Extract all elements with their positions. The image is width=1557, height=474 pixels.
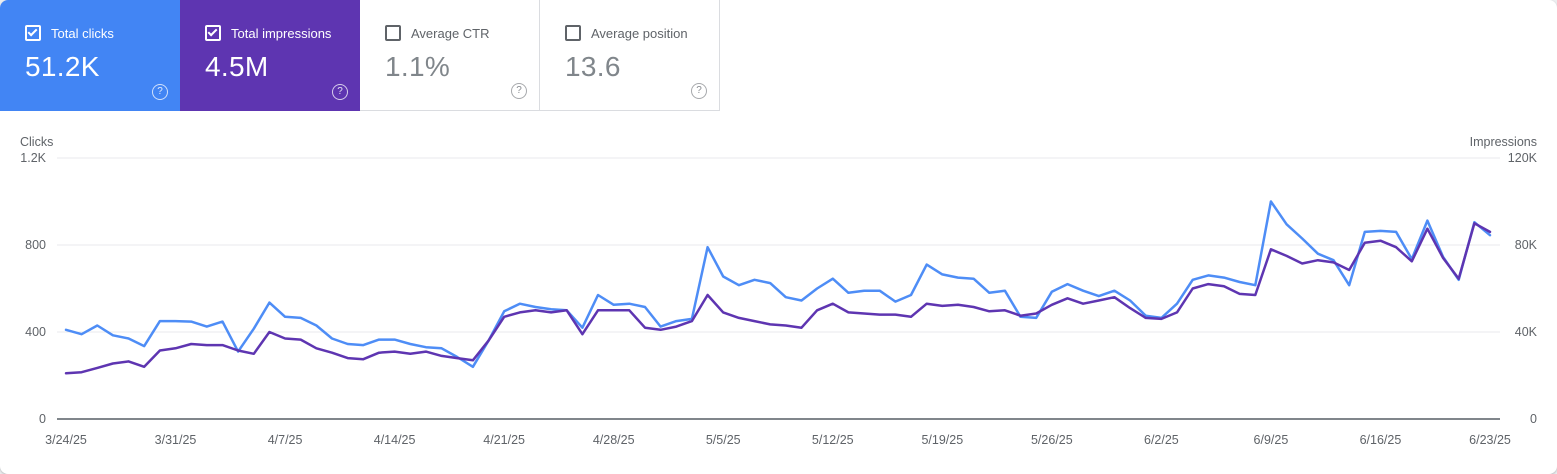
x-axis-date-label: 5/12/25 bbox=[812, 433, 854, 447]
x-axis-date-label: 4/28/25 bbox=[593, 433, 635, 447]
performance-chart-svg: Clicks Impressions 0 0 400 40K 800 80K 1.2K 120K 3… bbox=[20, 135, 1538, 447]
x-axis-date-label: 5/19/25 bbox=[921, 433, 963, 447]
help-icon[interactable]: ? bbox=[691, 83, 707, 99]
impressions-line bbox=[64, 222, 1492, 375]
chart-area[interactable]: Clicks Impressions 0 0 400 40K 800 80K 1.2K 120K 3… bbox=[0, 111, 1557, 474]
average-ctr-value: 1.1% bbox=[385, 51, 451, 82]
right-axis-tick: 80K bbox=[1515, 238, 1538, 252]
left-axis-tick: 400 bbox=[25, 325, 46, 339]
total-clicks-checkbox[interactable] bbox=[25, 25, 41, 41]
x-axis-date-label: 6/16/25 bbox=[1360, 433, 1402, 447]
average-position-checkbox[interactable] bbox=[565, 25, 581, 41]
left-axis-tick: 0 bbox=[39, 412, 46, 426]
total-impressions-card[interactable]: Total impressions 4.5M ? bbox=[180, 0, 360, 111]
x-axis-date-label: 6/23/25 bbox=[1469, 433, 1511, 447]
average-ctr-card[interactable]: Average CTR 1.1% ? bbox=[360, 0, 540, 111]
right-axis-tick: 40K bbox=[1515, 325, 1538, 339]
average-ctr-label: Average CTR bbox=[411, 25, 490, 41]
x-axis-date-label: 4/14/25 bbox=[374, 433, 416, 447]
x-axis-date-label: 4/7/25 bbox=[268, 433, 303, 447]
average-position-value: 13.6 bbox=[565, 51, 621, 82]
clicks-line bbox=[64, 200, 1492, 369]
help-icon[interactable]: ? bbox=[511, 83, 527, 99]
metric-cards-row: Total clicks 51.2K ? Total impressions 4… bbox=[0, 0, 720, 111]
x-axis-date-label: 4/21/25 bbox=[483, 433, 525, 447]
total-clicks-value: 51.2K bbox=[25, 51, 100, 82]
x-axis-date-label: 5/5/25 bbox=[706, 433, 741, 447]
total-impressions-label: Total impressions bbox=[231, 25, 332, 41]
x-axis-date-label: 3/24/25 bbox=[45, 433, 87, 447]
total-impressions-value: 4.5M bbox=[205, 51, 269, 82]
average-position-label: Average position bbox=[591, 25, 688, 41]
x-axis-date-label: 6/9/25 bbox=[1254, 433, 1289, 447]
left-axis-tick: 800 bbox=[25, 238, 46, 252]
total-impressions-checkbox[interactable] bbox=[205, 25, 221, 41]
average-position-card[interactable]: Average position 13.6 ? bbox=[540, 0, 720, 111]
right-axis-tick: 120K bbox=[1508, 151, 1538, 165]
x-axis-date-label: 3/31/25 bbox=[155, 433, 197, 447]
help-icon[interactable]: ? bbox=[332, 84, 348, 100]
total-clicks-label: Total clicks bbox=[51, 25, 114, 41]
total-clicks-card[interactable]: Total clicks 51.2K ? bbox=[0, 0, 180, 111]
right-axis-title: Impressions bbox=[1470, 135, 1537, 149]
help-icon[interactable]: ? bbox=[152, 84, 168, 100]
left-axis-tick: 1.2K bbox=[20, 151, 46, 165]
x-axis-date-label: 5/26/25 bbox=[1031, 433, 1073, 447]
average-ctr-checkbox[interactable] bbox=[385, 25, 401, 41]
left-axis-title: Clicks bbox=[20, 135, 53, 149]
right-axis-tick: 0 bbox=[1530, 412, 1537, 426]
x-axis-date-label: 6/2/25 bbox=[1144, 433, 1179, 447]
